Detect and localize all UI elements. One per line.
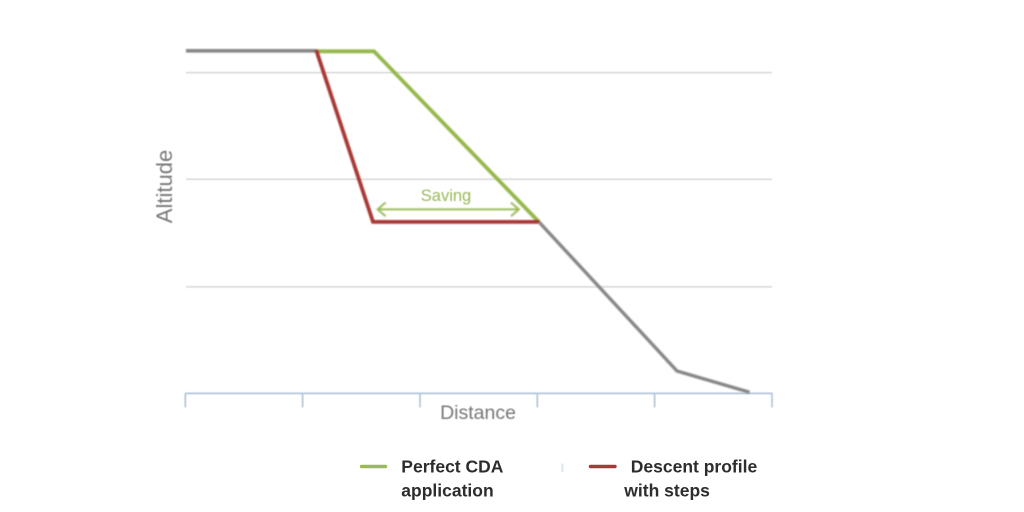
svg-text:application: application [401, 481, 493, 501]
svg-text:Saving: Saving [421, 187, 471, 205]
svg-text:with steps: with steps [623, 481, 710, 501]
svg-text:Descent profile: Descent profile [631, 457, 758, 477]
svg-text:Perfect CDA: Perfect CDA [401, 457, 503, 477]
svg-text:Distance: Distance [440, 402, 516, 424]
svg-text:Altitude: Altitude [152, 150, 177, 223]
